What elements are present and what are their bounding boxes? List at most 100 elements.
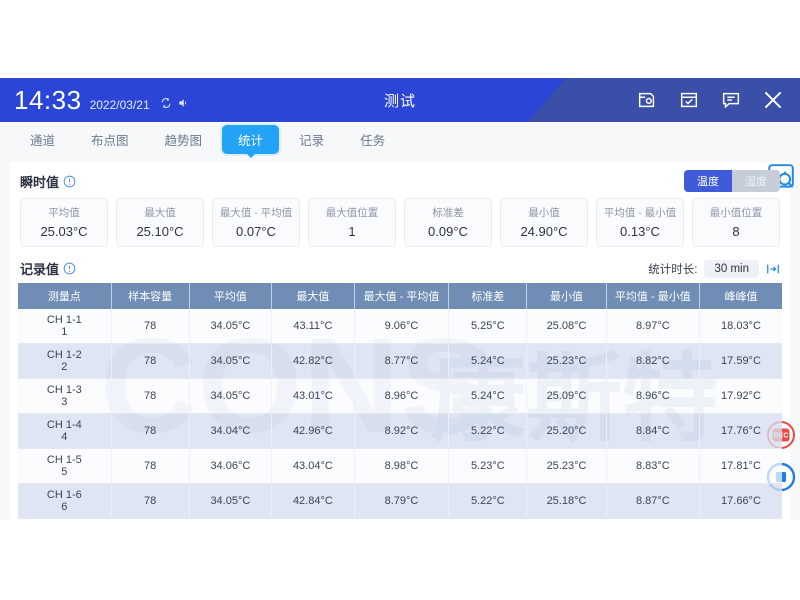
cell-max-minus-avg: 8.96°C (354, 378, 450, 414)
measure-point-index: 1 (61, 326, 68, 338)
cell-peak-to-peak: 17.66°C (699, 483, 782, 519)
cell-peak-to-peak: 18.03°C (699, 309, 782, 344)
cell-maximum: 42.82°C (271, 343, 355, 379)
cell-measure-point: CH 1-4 4 (18, 413, 112, 449)
unit-toggle[interactable]: 温度 湿度 (684, 170, 780, 192)
cell-maximum: 42.84°C (271, 518, 355, 520)
unit-toggle-temperature[interactable]: 温度 (684, 170, 732, 192)
cell-avg-minus-min: 8.87°C (606, 483, 700, 519)
cell-average: 34.05°C (189, 483, 273, 519)
cell-max-minus-avg: 8.92°C (354, 413, 450, 449)
cell-sample-size: 78 (111, 483, 190, 519)
screenshot-icon[interactable] (634, 87, 660, 113)
cell-avg-minus-min: 8.96°C (606, 378, 700, 414)
title-bar-left: 14:33 2022/03/21 (0, 87, 189, 113)
cell-measure-point: CH 1-6 6 (18, 483, 112, 519)
table-row[interactable]: CH 1-5 5 78 34.06°C 43.04°C 8.98°C 5.23°… (18, 448, 782, 484)
card-label: 最大值位置 (325, 207, 379, 219)
cell-std-dev: 5.22°C (448, 413, 528, 449)
col-std-dev: 标准差 (448, 283, 528, 309)
card-label: 最大值 - 平均值 (219, 207, 293, 219)
cell-average: 34.04°C (189, 413, 273, 449)
table-row[interactable]: CH 1-4 4 78 34.04°C 42.96°C 8.92°C 5.22°… (18, 413, 782, 449)
application-window: 14:33 2022/03/21 测试 (0, 78, 800, 520)
tab-trend[interactable]: 趋势图 (164, 133, 203, 148)
tab-channel[interactable]: 通道 (30, 133, 56, 148)
unit-toggle-humidity[interactable]: 湿度 (732, 170, 780, 192)
table-row[interactable]: CH 1-1 1 78 34.05°C 43.11°C 9.06°C 5.25°… (18, 309, 782, 344)
cell-std-dev: 5.24°C (448, 378, 528, 414)
cell-avg-minus-min: 8.83°C (606, 448, 700, 484)
title-bar: 14:33 2022/03/21 测试 (0, 78, 800, 122)
card-minimum: 最小值 24.90°C (500, 198, 588, 247)
close-icon[interactable] (760, 87, 786, 113)
cell-std-dev: 5.24°C (448, 518, 528, 520)
cell-avg-minus-min: 8.97°C (606, 309, 700, 344)
instant-section-header: 瞬时值 温度 湿度 (18, 168, 782, 198)
measure-point-index: 2 (61, 361, 68, 373)
table-row[interactable]: CH 1-2 2 78 34.05°C 42.82°C 8.77°C 5.24°… (18, 343, 782, 379)
measure-point-name: CH 1-1 (46, 314, 82, 326)
statistics-table: 测量点 样本容量 平均值 最大值 最大值 - 平均值 标准差 最小值 平均值 -… (18, 283, 782, 520)
cell-maximum: 43.01°C (271, 378, 355, 414)
cell-minimum: 25.08°C (526, 309, 607, 344)
cell-average: 34.05°C (189, 309, 273, 344)
message-icon[interactable] (718, 87, 744, 113)
cell-max-minus-avg: 9.06°C (354, 309, 450, 344)
cell-measure-point: CH 1-2 2 (18, 343, 112, 379)
cell-peak-to-peak: 17.78°C (699, 518, 782, 520)
col-minimum: 最小值 (526, 283, 607, 309)
measure-point-name: CH 1-4 (46, 419, 82, 431)
card-std-dev: 标准差 0.09°C (404, 198, 492, 247)
sync-icon[interactable] (160, 97, 172, 109)
table-row[interactable]: CH 1-6 6 78 34.05°C 42.84°C 8.79°C 5.22°… (18, 483, 782, 519)
card-value: 1 (348, 224, 356, 239)
volume-icon[interactable] (177, 97, 189, 109)
card-value: 8 (732, 224, 740, 239)
measure-point-index: 3 (61, 396, 68, 408)
cell-avg-minus-min: 8.84°C (606, 413, 700, 449)
table-row[interactable]: CH 1-7 7 78 34.04°C 42.84°C 8.80°C 5.24°… (18, 518, 782, 520)
card-label: 标准差 (432, 207, 464, 219)
card-value: 0.13°C (620, 224, 660, 239)
cell-std-dev: 5.24°C (448, 343, 528, 379)
table-row[interactable]: CH 1-3 3 78 34.05°C 43.01°C 8.96°C 5.24°… (18, 378, 782, 414)
tab-tasks[interactable]: 任务 (360, 133, 386, 148)
col-maximum: 最大值 (271, 283, 355, 309)
measure-point-index: 6 (61, 501, 68, 513)
card-value: 24.90°C (520, 224, 568, 239)
tab-records[interactable]: 记录 (299, 133, 325, 148)
measure-point-index: 5 (61, 466, 68, 478)
col-avg-minus-min: 平均值 - 最小值 (606, 283, 700, 309)
tab-statistics[interactable]: 统计 (222, 124, 280, 158)
cell-maximum: 43.04°C (271, 448, 355, 484)
measure-point-name: CH 1-2 (46, 349, 82, 361)
cell-average: 34.05°C (189, 378, 273, 414)
instant-section-title: 瞬时值 (20, 174, 60, 190)
cell-sample-size: 78 (111, 309, 190, 344)
cell-minimum: 25.20°C (526, 413, 607, 449)
card-label: 平均值 - 最小值 (603, 207, 677, 219)
card-value: 25.03°C (40, 224, 88, 239)
cell-peak-to-peak: 17.92°C (699, 378, 782, 414)
card-label: 最小值位置 (709, 207, 763, 219)
expand-icon[interactable] (766, 262, 780, 276)
card-label: 平均值 (48, 207, 80, 219)
cell-minimum: 25.23°C (526, 343, 607, 379)
cell-sample-size: 78 (111, 518, 190, 520)
cell-avg-minus-min: 8.98°C (606, 518, 700, 520)
col-average: 平均值 (189, 283, 273, 309)
tab-layout[interactable]: 布点图 (91, 133, 129, 148)
duration-value[interactable]: 30 min (704, 259, 759, 278)
col-peak-to-peak: 峰峰值 (699, 283, 782, 309)
card-average: 平均值 25.03°C (20, 198, 108, 247)
duration-label: 统计时长: (648, 263, 698, 276)
cell-measure-point: CH 1-5 5 (18, 448, 112, 484)
checklist-icon[interactable] (676, 87, 702, 113)
info-circle-icon[interactable] (63, 262, 76, 275)
measure-point-name: CH 1-5 (46, 454, 82, 466)
card-value: 25.10°C (136, 224, 184, 239)
info-circle-icon[interactable] (63, 175, 76, 188)
cell-peak-to-peak: 17.81°C (699, 448, 782, 484)
window-title: 测试 (383, 92, 416, 110)
